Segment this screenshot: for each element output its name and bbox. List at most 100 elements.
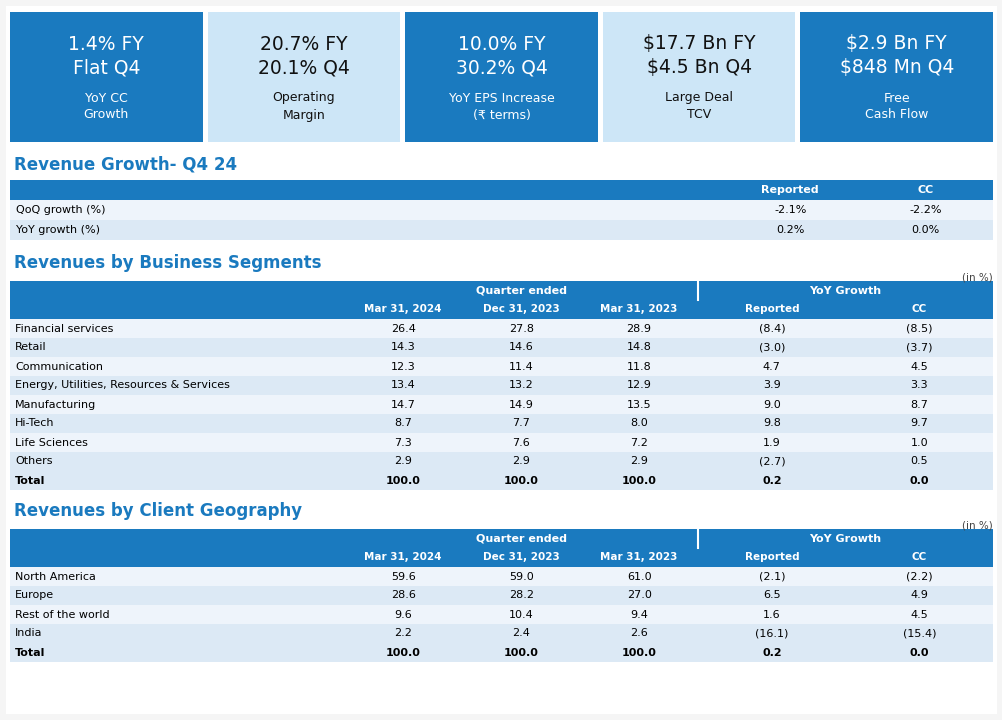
Text: Others: Others (15, 456, 52, 467)
Bar (10, 338, 992, 357)
Text: 2.2: 2.2 (394, 629, 412, 639)
Text: Operating: Operating (273, 91, 335, 104)
Bar (10, 281, 992, 300)
Bar (10, 548, 992, 567)
Text: Mar 31, 2023: Mar 31, 2023 (600, 305, 677, 315)
Text: 1.6: 1.6 (763, 610, 780, 619)
Text: 2.9: 2.9 (629, 456, 647, 467)
Text: Mar 31, 2023: Mar 31, 2023 (600, 552, 677, 562)
Text: Quarter ended: Quarter ended (475, 286, 566, 295)
Text: 0.0%: 0.0% (911, 225, 939, 235)
Bar (10, 357, 992, 376)
Text: 12.9: 12.9 (626, 380, 651, 390)
Text: Revenue Growth- Q4 24: Revenue Growth- Q4 24 (14, 155, 236, 173)
Text: Margin: Margin (283, 109, 325, 122)
Text: (3.0): (3.0) (758, 343, 785, 353)
Text: 59.6: 59.6 (391, 572, 415, 582)
Text: India: India (15, 629, 42, 639)
Text: (₹ terms): (₹ terms) (472, 109, 530, 122)
Text: Revenues by Client Geography: Revenues by Client Geography (14, 502, 302, 520)
Text: Manufacturing: Manufacturing (15, 400, 96, 410)
Text: 14.8: 14.8 (626, 343, 651, 353)
Text: YoY Growth: YoY Growth (809, 286, 881, 295)
Text: 20.1% Q4: 20.1% Q4 (258, 58, 350, 78)
Text: 4.9: 4.9 (910, 590, 927, 600)
Text: $17.7 Bn FY: $17.7 Bn FY (642, 35, 755, 53)
Bar (10, 220, 992, 240)
Text: 100.0: 100.0 (621, 647, 656, 657)
Text: 2.9: 2.9 (394, 456, 412, 467)
Text: $2.9 Bn FY: $2.9 Bn FY (846, 35, 946, 53)
Text: Flat Q4: Flat Q4 (72, 58, 140, 78)
Text: 61.0: 61.0 (626, 572, 650, 582)
Bar (10, 586, 992, 605)
Text: 3.3: 3.3 (910, 380, 927, 390)
Text: (in %): (in %) (961, 272, 992, 282)
Bar (10, 529, 992, 548)
Bar (10, 624, 992, 643)
Text: Retail: Retail (15, 343, 46, 353)
Text: 100.0: 100.0 (503, 475, 538, 485)
Bar (10, 200, 992, 220)
Text: -2.1%: -2.1% (774, 205, 806, 215)
Text: 9.6: 9.6 (394, 610, 412, 619)
Text: (2.1): (2.1) (758, 572, 785, 582)
Text: $848 Mn Q4: $848 Mn Q4 (839, 58, 953, 78)
Text: 8.0: 8.0 (629, 418, 647, 428)
Text: Total: Total (15, 647, 45, 657)
Bar (10, 605, 992, 624)
Text: $4.5 Bn Q4: $4.5 Bn Q4 (646, 58, 750, 78)
Bar (10, 643, 992, 662)
Text: 4.5: 4.5 (910, 361, 927, 372)
Bar (10, 433, 992, 452)
Text: (3.7): (3.7) (905, 343, 932, 353)
Text: 13.2: 13.2 (508, 380, 533, 390)
Text: 9.4: 9.4 (629, 610, 647, 619)
Text: Reported: Reported (743, 305, 799, 315)
Text: YoY growth (%): YoY growth (%) (16, 225, 100, 235)
Text: (in %): (in %) (961, 520, 992, 530)
Text: QoQ growth (%): QoQ growth (%) (16, 205, 105, 215)
Text: Cash Flow: Cash Flow (864, 109, 928, 122)
Text: 2.4: 2.4 (512, 629, 530, 639)
Text: 0.2: 0.2 (762, 647, 781, 657)
Text: 0.5: 0.5 (910, 456, 927, 467)
Text: 14.9: 14.9 (508, 400, 533, 410)
Text: Quarter ended: Quarter ended (475, 534, 566, 544)
Text: 100.0: 100.0 (386, 475, 420, 485)
Bar (207, 12, 400, 142)
Text: 0.2%: 0.2% (776, 225, 804, 235)
Text: Financial services: Financial services (15, 323, 113, 333)
Bar (10, 319, 992, 338)
Text: 28.9: 28.9 (626, 323, 651, 333)
Text: Mar 31, 2024: Mar 31, 2024 (364, 552, 442, 562)
Text: 28.2: 28.2 (508, 590, 533, 600)
Text: (16.1): (16.1) (755, 629, 788, 639)
Text: 1.9: 1.9 (763, 438, 780, 448)
Bar (10, 12, 202, 142)
Text: Hi-Tech: Hi-Tech (15, 418, 54, 428)
Text: CC: CC (911, 305, 926, 315)
Text: 100.0: 100.0 (503, 647, 538, 657)
Bar (10, 471, 992, 490)
Text: 4.5: 4.5 (910, 610, 927, 619)
Text: 0.2: 0.2 (762, 475, 781, 485)
Bar (10, 180, 992, 200)
Text: 7.3: 7.3 (394, 438, 412, 448)
Text: 1.0: 1.0 (910, 438, 927, 448)
Bar (6, 146, 996, 714)
Text: 7.2: 7.2 (629, 438, 647, 448)
Text: 100.0: 100.0 (386, 647, 420, 657)
Text: Dec 31, 2023: Dec 31, 2023 (482, 552, 559, 562)
Text: Dec 31, 2023: Dec 31, 2023 (482, 305, 559, 315)
Text: 13.4: 13.4 (391, 380, 415, 390)
Text: CC: CC (917, 185, 933, 195)
Text: Reported: Reported (761, 185, 819, 195)
Text: 27.8: 27.8 (508, 323, 533, 333)
Bar (602, 12, 795, 142)
Text: 2.6: 2.6 (629, 629, 647, 639)
Text: 7.7: 7.7 (512, 418, 530, 428)
Bar (800, 12, 992, 142)
Text: (8.5): (8.5) (905, 323, 932, 333)
Text: YoY CC: YoY CC (85, 91, 127, 104)
